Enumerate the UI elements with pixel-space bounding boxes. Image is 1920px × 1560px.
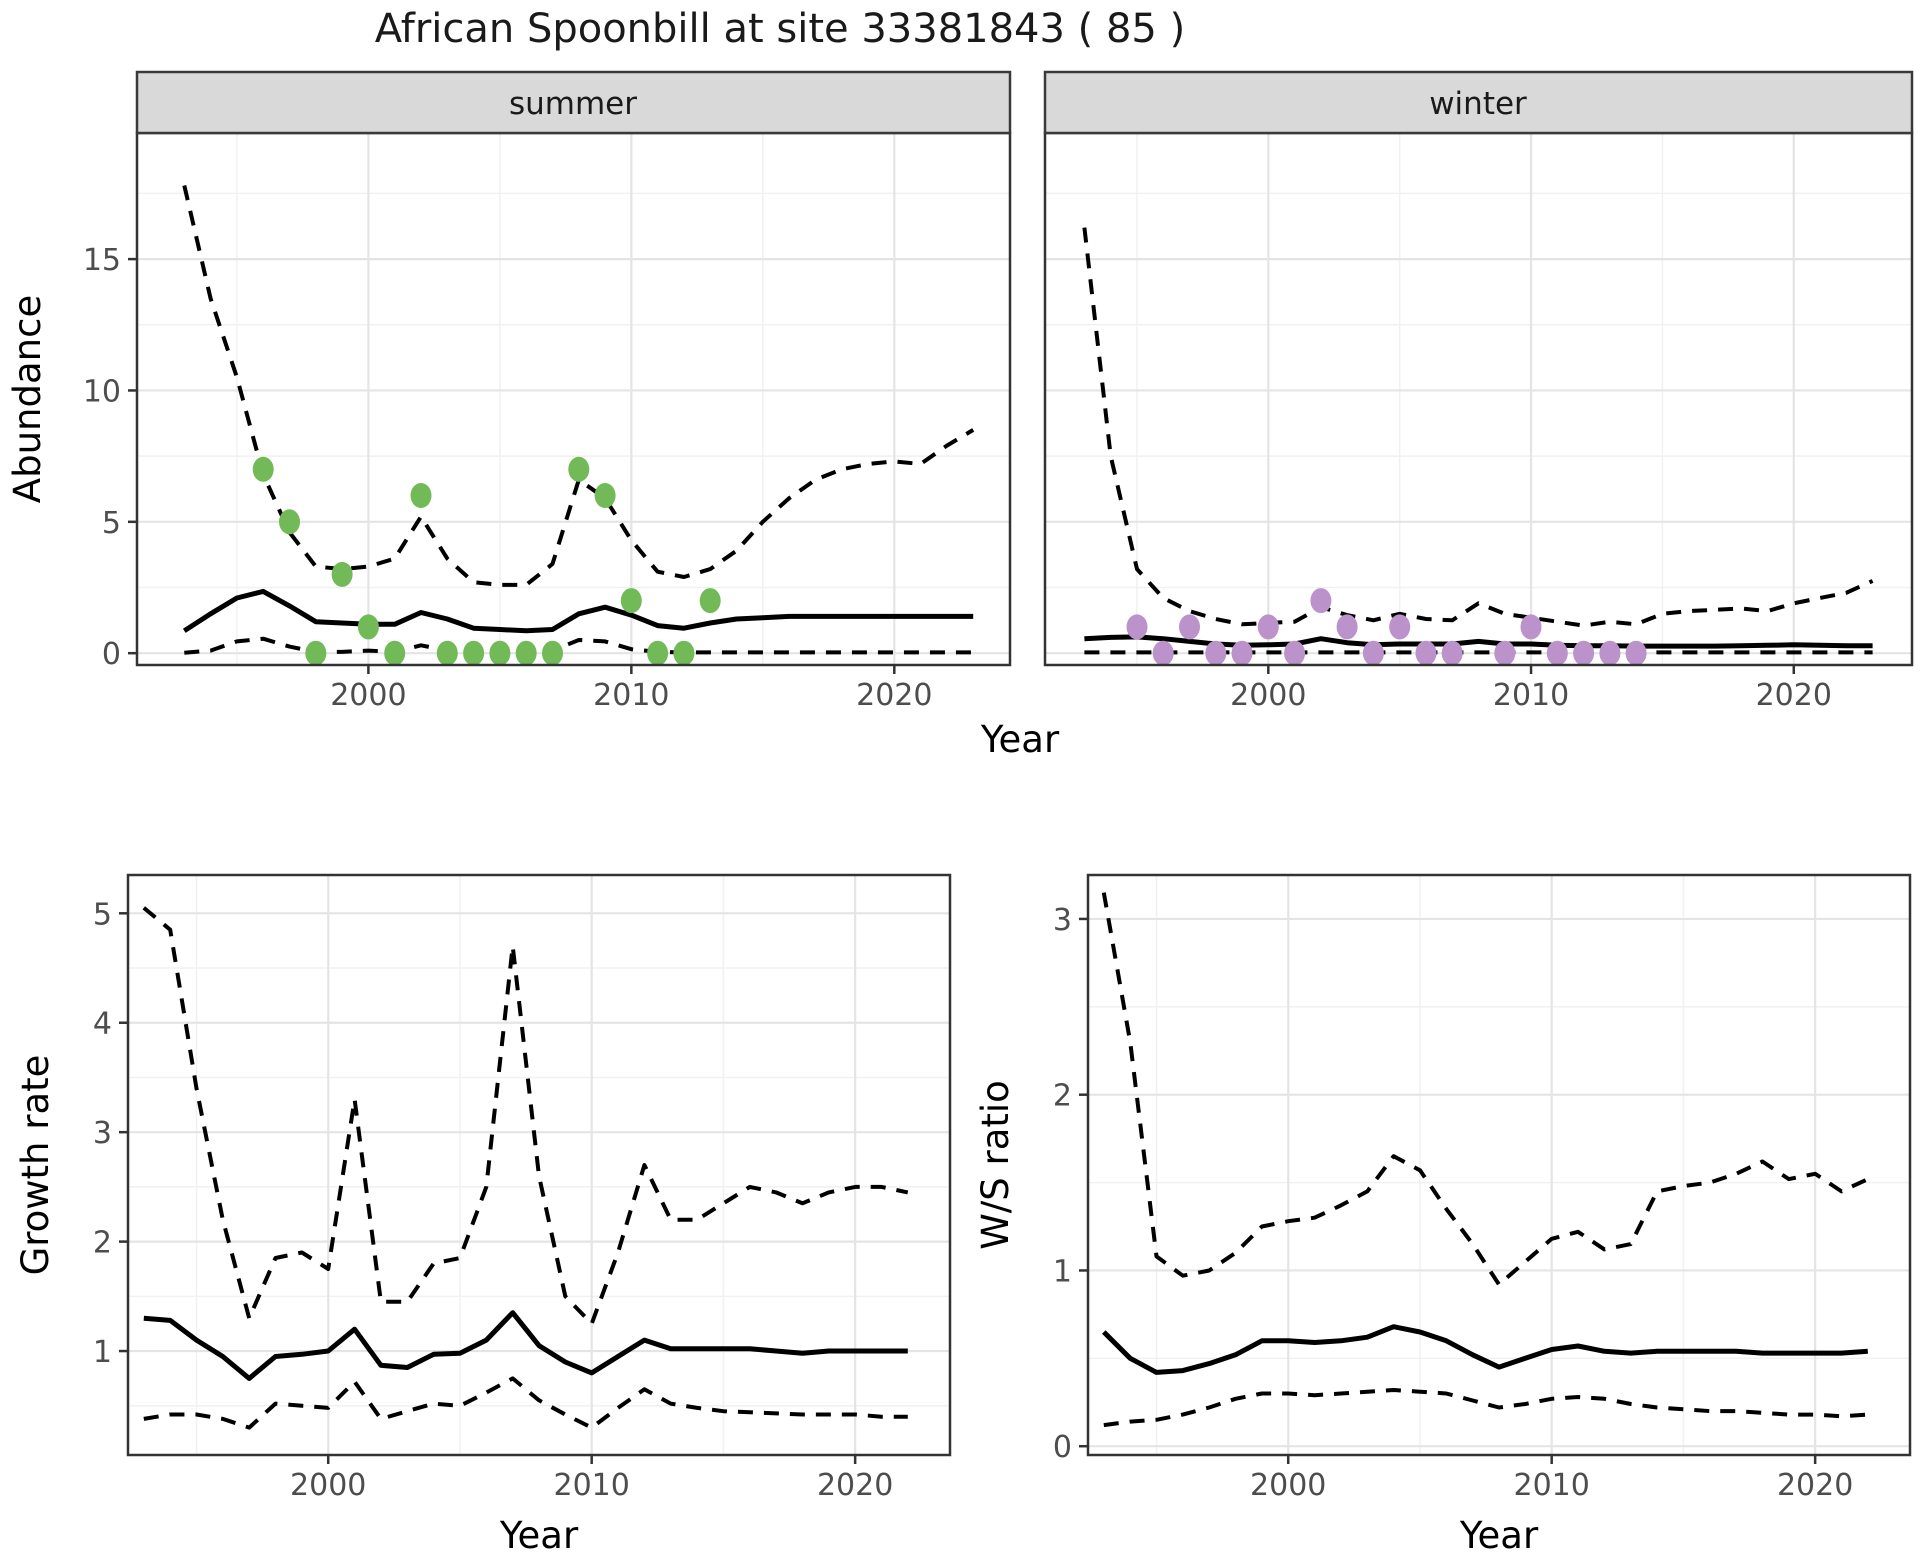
data-point [1573,640,1595,666]
data-point [594,483,616,508]
series-median [143,1310,908,1381]
panel-abundance_summer: 2000 2010 2020 0 5 10 15 [83,70,1012,713]
series-lower_95ci [1103,1388,1868,1428]
x-tick-label: 2020 [817,1468,893,1503]
panel-background [1045,133,1912,665]
data-point [673,640,695,666]
data-point [436,640,458,666]
data-point [1284,640,1306,666]
data-point [1625,640,1647,666]
data-point [1336,614,1358,640]
panel-border [126,873,952,1457]
x-tick-label: 2000 [1230,678,1306,713]
y-axis-title-abundance: Abundance [6,295,49,503]
series-upper_95ci [1101,892,1869,1287]
data-point [384,640,406,666]
x-tick-label: 2020 [856,678,932,713]
data-point [515,640,537,666]
data-point [489,640,511,666]
data-point [699,588,721,614]
x-tick-label: 2000 [330,678,406,713]
y-tick-label: 0 [1053,1430,1072,1465]
facet-strip [1043,70,1914,135]
series-median [182,588,974,634]
x-axis-title-year-top: Year [980,718,1060,761]
data-point [252,456,274,482]
data-point [1231,640,1253,666]
facet-strip [135,70,1012,135]
data-point [1441,640,1463,666]
x-tick-label: 2010 [1514,1468,1590,1503]
series-upper_95ci [142,906,909,1326]
data-point [620,588,642,614]
data-point [463,640,485,666]
x-tick-label: 2000 [290,1468,366,1503]
data-point [542,640,563,666]
panel-ws_ratio: 2000 2010 2020 0 1 2 3 [1053,873,1912,1503]
y-tick-label: 4 [93,1007,112,1042]
x-tick-label: 2010 [593,678,669,713]
y-tick-label: 2 [93,1226,112,1261]
data-point [1257,614,1279,640]
y-tick-label: 3 [93,1116,112,1151]
series-lower_95ci [143,1376,908,1430]
y-tick-label: 0 [102,637,121,672]
y-axis-title-ws-ratio: W/S ratio [974,1080,1017,1250]
y-tick-label: 15 [83,243,121,278]
facet-strip-label-winter: winter [1429,86,1527,122]
y-tick-label: 1 [93,1335,112,1370]
panel-background [137,133,1010,665]
data-point [331,561,353,587]
data-point [1546,640,1568,666]
data-point [1205,640,1227,666]
y-tick-label: 10 [83,374,121,409]
page-title: African Spoonbill at site 33381843 ( 85 … [375,6,1185,52]
y-tick-label: 1 [1053,1254,1072,1289]
data-point [1389,614,1411,640]
y-tick-label: 3 [1053,903,1072,938]
x-tick-label: 2020 [1777,1468,1853,1503]
x-tick-label: 2010 [554,1468,630,1503]
data-point [647,640,669,666]
data-point [1310,588,1332,614]
facet-strip-label-summer: summer [509,86,637,122]
y-tick-label: 2 [1053,1079,1072,1114]
x-axis-title-year-growth: Year [499,1514,579,1557]
x-tick-label: 2010 [1493,678,1569,713]
series-median [1102,1324,1868,1375]
data-point [1152,640,1174,666]
y-tick-label: 5 [93,897,112,932]
panel-border [1086,873,1912,1457]
data-point [1599,640,1621,666]
y-tick-label: 5 [102,506,121,541]
y-axis-title-growth-rate: Growth rate [14,1055,57,1276]
x-tick-label: 2020 [1756,678,1832,713]
panel-growth_rate: 2000 2010 2020 1 2 3 4 5 [93,873,952,1503]
data-point [1179,614,1200,640]
data-point [305,640,327,666]
data-point [1126,614,1148,640]
panel-abundance_winter: 2000 2010 2020 [1043,70,1914,713]
series-upper_95ci [1082,227,1874,628]
data-point [1520,614,1542,640]
data-point [357,614,379,640]
data-point [279,509,300,535]
x-axis-title-year-ws: Year [1459,1514,1539,1557]
data-point [1494,640,1516,666]
data-point [410,483,432,508]
data-point [1362,640,1384,666]
x-tick-label: 2000 [1250,1468,1326,1503]
data-point [568,456,590,482]
data-point [1415,640,1437,666]
